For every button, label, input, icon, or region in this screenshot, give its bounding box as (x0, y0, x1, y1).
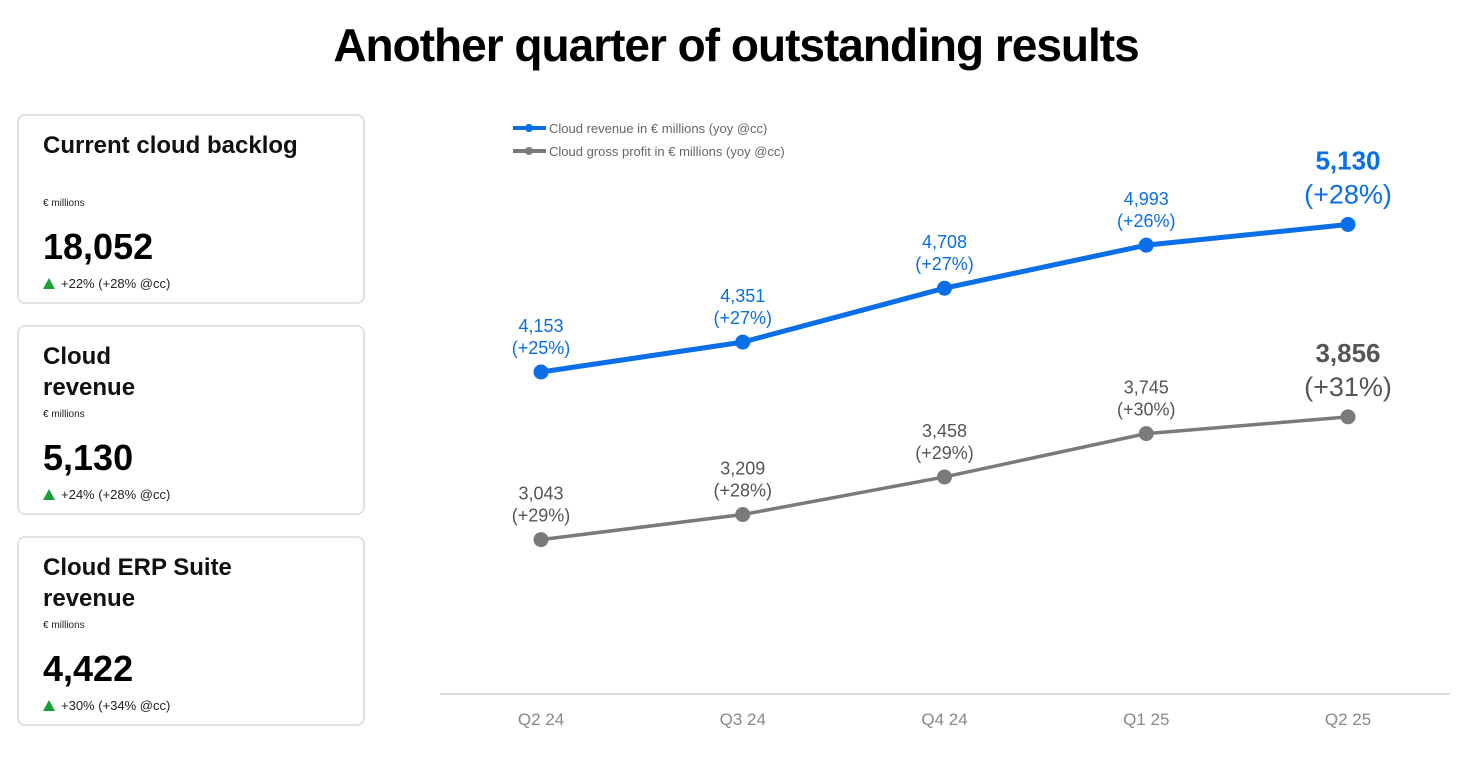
x-axis-ticks: Q2 24 Q3 24 Q4 24 Q1 25 Q2 25 (518, 710, 1371, 729)
kpi-title: Current cloud backlog (43, 132, 298, 159)
kpi-change-text: +24% (+28% @cc) (61, 487, 171, 502)
x-tick-label: Q2 24 (518, 710, 564, 729)
kpi-change: +24% (+28% @cc) (43, 487, 170, 502)
kpi-unit: € millions (43, 620, 85, 631)
kpi-title: Cloud revenue (43, 343, 136, 401)
data-value-label: 5,130 (1315, 145, 1380, 175)
chart-series: 4,153(+25%)4,351(+27%)4,708(+27%)4,993(+… (512, 145, 1392, 548)
kpi-card-cloud-erp-suite-revenue: Cloud ERP Suite revenue € millions 4,422… (17, 536, 365, 726)
data-growth-label: (+26%) (1117, 211, 1176, 231)
legend-marker-1 (525, 147, 533, 155)
legend-label-0: Cloud revenue in € millions (yoy @cc) (549, 121, 767, 136)
up-arrow-icon (43, 489, 55, 500)
data-point (1340, 216, 1356, 232)
data-growth-label: (+29%) (915, 443, 974, 463)
data-growth-label: (+27%) (713, 308, 772, 328)
kpi-card-current-cloud-backlog: Current cloud backlog € millions 18,052 … (17, 114, 365, 304)
x-tick-label: Q1 25 (1123, 710, 1169, 729)
data-value-label: 3,745 (1124, 378, 1169, 398)
x-tick-label: Q3 24 (720, 710, 766, 729)
up-arrow-icon (43, 700, 55, 711)
data-growth-label: (+31%) (1304, 372, 1392, 402)
data-value-label: 3,043 (518, 484, 563, 504)
kpi-change: +22% (+28% @cc) (43, 276, 170, 291)
x-tick-label: Q2 25 (1325, 710, 1371, 729)
data-point (937, 280, 952, 296)
data-value-label: 3,458 (922, 421, 967, 441)
kpi-value: 5,130 (43, 437, 134, 478)
legend-label-1: Cloud gross profit in € millions (yoy @c… (549, 144, 785, 159)
data-growth-label: (+28%) (713, 481, 772, 501)
data-value-label: 4,993 (1124, 189, 1169, 209)
up-arrow-icon (43, 278, 55, 289)
data-value-label: 4,153 (518, 316, 563, 336)
data-growth-label: (+27%) (915, 254, 974, 274)
data-point (735, 507, 751, 523)
data-value-label: 4,708 (922, 232, 967, 252)
kpi-value: 4,422 (43, 648, 134, 689)
data-point (735, 334, 751, 350)
x-tick-label: Q4 24 (921, 710, 967, 729)
data-growth-label: (+29%) (512, 506, 571, 526)
kpi-value: 18,052 (43, 226, 154, 267)
page-title: Another quarter of outstanding results (333, 19, 1139, 71)
kpi-change: +30% (+34% @cc) (43, 698, 170, 713)
data-value-label: 3,856 (1315, 338, 1380, 368)
kpi-title: Cloud ERP Suite revenue (43, 554, 232, 612)
data-point (1138, 426, 1154, 442)
data-point (533, 532, 549, 548)
kpi-change-text: +30% (+34% @cc) (61, 698, 171, 713)
data-growth-label: (+30%) (1117, 400, 1176, 420)
kpi-change-text: +22% (+28% @cc) (61, 276, 171, 291)
data-growth-label: (+25%) (512, 338, 571, 358)
data-value-label: 3,209 (720, 459, 765, 479)
data-point (1340, 409, 1356, 425)
legend-marker-0 (525, 124, 533, 132)
data-value-label: 4,351 (720, 286, 765, 306)
chart-legend: Cloud revenue in € millions (yoy @cc) Clo… (513, 121, 785, 159)
kpi-unit: € millions (43, 198, 85, 209)
data-growth-label: (+28%) (1304, 179, 1392, 209)
kpi-unit: € millions (43, 409, 85, 420)
data-point (1138, 237, 1154, 253)
kpi-card-cloud-revenue: Cloud revenue € millions 5,130 +24% (+28… (17, 325, 365, 515)
data-point (937, 469, 952, 485)
data-point (533, 364, 549, 380)
